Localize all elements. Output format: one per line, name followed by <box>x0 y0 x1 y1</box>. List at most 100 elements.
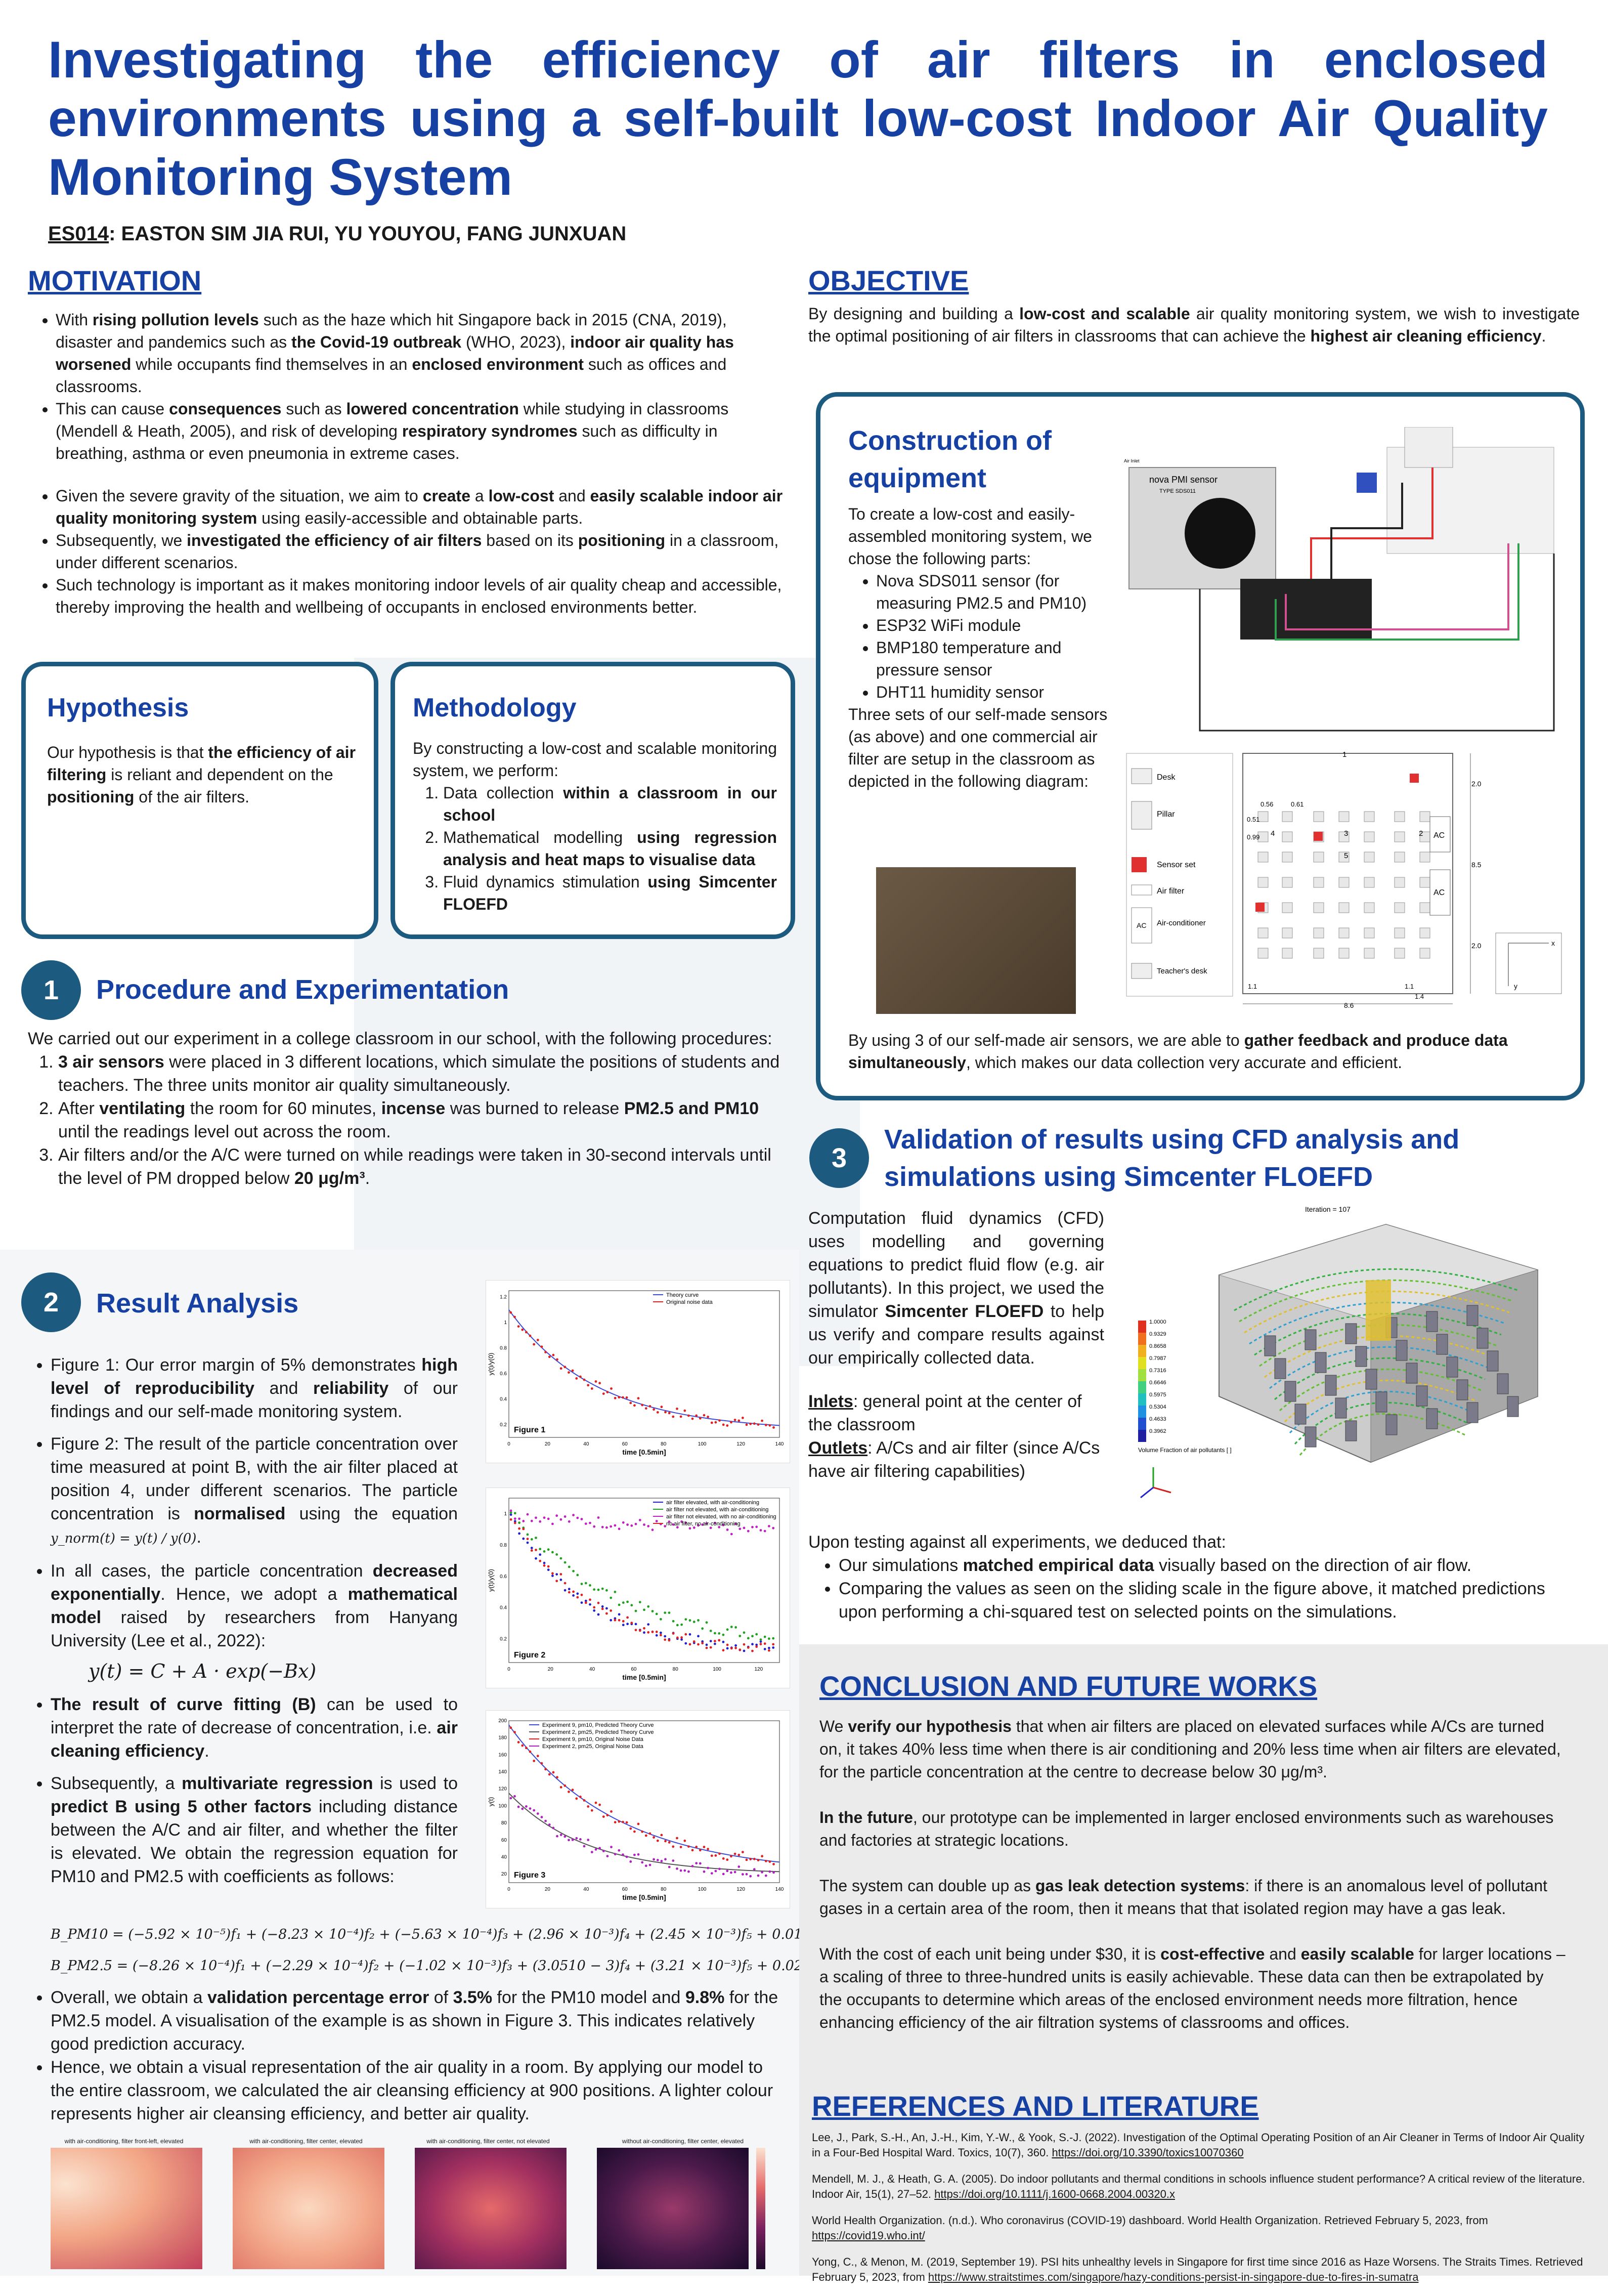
emphasis-text: 3 air sensors <box>58 1052 164 1072</box>
data-point <box>734 1646 737 1649</box>
data-point <box>584 1601 587 1604</box>
text-run: : if there is an anomalous level of poll… <box>819 1877 1548 1918</box>
data-point <box>641 1861 644 1864</box>
hypothesis-text: Our hypothesis is that the efficiency of… <box>47 741 361 808</box>
desk <box>1364 902 1375 913</box>
scale-swatch <box>1138 1357 1146 1369</box>
data-point <box>764 1874 767 1877</box>
scale-value: 1.0000 <box>1149 1319 1166 1325</box>
data-point <box>568 1588 571 1591</box>
y-tick-label: 60 <box>501 1838 507 1843</box>
data-point <box>559 1367 562 1370</box>
data-point <box>517 1741 520 1744</box>
data-point <box>589 1603 591 1606</box>
dim-061: 0.61 <box>1291 800 1303 808</box>
emphasis-text: create <box>422 487 470 505</box>
desk <box>1257 948 1269 959</box>
legend-sensor-icon <box>1132 857 1147 872</box>
methodology-title: Methodology <box>413 693 577 722</box>
scale-value: 0.8658 <box>1149 1343 1166 1349</box>
emphasis-text: ventilating <box>99 1099 186 1118</box>
cfd-inlets: Inlets: general point at the center of t… <box>808 1390 1104 1436</box>
text-run: Figure 1: Our error margin of 5% demonst… <box>51 1355 422 1375</box>
data-point <box>695 1414 698 1417</box>
reference-item: Lee, J., Park, S.-H., An, J.-H., Kim, Y.… <box>812 2130 1586 2160</box>
desk <box>1282 811 1293 822</box>
text-run: Computation fluid dynamics (CFD) uses mo… <box>808 1209 1104 1321</box>
data-point <box>535 1537 537 1539</box>
list-item: Overall, we obtain a validation percenta… <box>51 1986 784 2056</box>
data-point <box>683 1409 686 1412</box>
y-tick-label: 1.2 <box>500 1295 507 1300</box>
emphasis-text: investigated <box>187 531 281 549</box>
y-tick-label: 0.6 <box>500 1371 507 1377</box>
data-point <box>540 1345 543 1348</box>
text-run: such as <box>281 400 346 418</box>
data-point <box>539 1553 542 1556</box>
data-point <box>734 1644 737 1647</box>
text-run: After <box>58 1099 100 1118</box>
legend-entry: Experiment 2, pm25, Original Noise Data <box>542 1744 644 1750</box>
paragraph: In the future, our prototype can be impl… <box>819 1806 1568 1852</box>
figure-2-chart: 0 20 40 60 80 100 120 0.2 0.4 0.6 0.8 1 time [0.5min… <box>486 1487 790 1688</box>
series-curve <box>508 1724 780 1863</box>
list-item: Nova SDS011 sensor (for measuring PM2.5 … <box>876 570 1111 614</box>
wire-black <box>1330 483 1403 579</box>
emphasis-text: cost-effective <box>1160 1945 1265 1963</box>
data-point <box>772 1426 775 1429</box>
legend-filter: Air filter <box>1157 887 1185 896</box>
data-point <box>660 1834 663 1837</box>
emphasis-text: within a classroom in our school <box>443 784 777 824</box>
section-1-badge: 1 <box>21 960 81 1020</box>
data-point <box>705 1522 708 1525</box>
data-point <box>643 1523 645 1526</box>
data-point <box>707 1416 709 1418</box>
reference-link[interactable]: https://www.straitstimes.com/singapore/h… <box>928 2271 1419 2283</box>
data-point <box>626 1523 629 1526</box>
data-point <box>630 1604 633 1607</box>
data-point <box>656 1859 659 1861</box>
data-point <box>691 1849 694 1852</box>
data-point <box>614 1524 617 1527</box>
equation-pm25: B_PM2.5 = (−8.26 × 10⁻⁴)f₁ + (−2.29 × 10… <box>51 1958 820 1974</box>
desk-block <box>1507 1396 1519 1417</box>
data-point <box>568 1791 570 1793</box>
data-point <box>518 1517 520 1520</box>
desk-block <box>1345 1420 1357 1441</box>
emphasis-text: 3.5% <box>453 1988 493 2007</box>
data-point <box>738 1648 742 1651</box>
data-point <box>568 1520 571 1523</box>
data-point <box>763 1635 766 1638</box>
data-point <box>584 1522 587 1525</box>
emphasis-text: the efficiency of air filtering <box>47 743 356 784</box>
text-run: raised by researchers from Hanyang Unive… <box>51 1608 458 1650</box>
data-point <box>705 1646 708 1649</box>
dim-20-top: 2.0 <box>1471 780 1482 788</box>
plot-frame <box>508 1720 780 1883</box>
reference-link[interactable]: https://doi.org/10.3390/toxics10070360 <box>1052 2146 1244 2159</box>
text-run <box>704 487 708 505</box>
data-point <box>614 1396 617 1399</box>
data-point <box>768 1646 770 1649</box>
data-point <box>701 1640 704 1643</box>
emphasis-text: PM2.5 and PM10 <box>624 1099 759 1118</box>
construction-closing: By using 3 of our self-made air sensors,… <box>848 1029 1567 1074</box>
data-point <box>602 1850 605 1852</box>
y-tick-label: 200 <box>498 1718 507 1724</box>
desk-block <box>1294 1404 1307 1425</box>
data-point <box>757 1874 760 1877</box>
x-tick-label: 0 <box>507 1667 510 1672</box>
poster-title: Investigating the efficiency of air filt… <box>48 31 1548 206</box>
data-point <box>676 1408 678 1410</box>
text-run: for larger locations – a scaling of thre… <box>819 1945 1566 2031</box>
reference-link[interactable]: https://doi.org/10.1111/j.1600-0668.2004… <box>934 2188 1175 2200</box>
data-point <box>684 1521 687 1524</box>
data-point <box>759 1643 762 1645</box>
filter-pos-2: 2 <box>1419 829 1423 838</box>
data-point <box>580 1601 583 1604</box>
data-point <box>699 1417 702 1420</box>
data-point <box>747 1637 750 1640</box>
data-point <box>730 1871 732 1874</box>
data-point <box>703 1414 706 1417</box>
reference-link[interactable]: https://covid19.who.int/ <box>812 2229 925 2242</box>
